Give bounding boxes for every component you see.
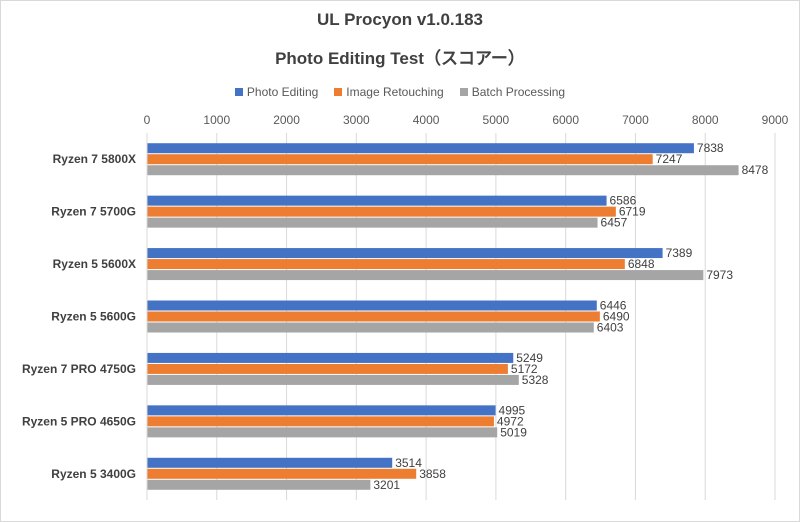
bar xyxy=(147,374,519,385)
data-label: 5019 xyxy=(500,425,527,439)
bar xyxy=(147,206,616,217)
chart-title: UL Procyon v1.0.183 xyxy=(317,10,483,29)
x-tick-label: 3000 xyxy=(343,113,370,127)
category-label: Ryzen 5 5600X xyxy=(53,257,136,271)
data-label: 6848 xyxy=(628,257,655,271)
x-tick-label: 2000 xyxy=(273,113,300,127)
bar xyxy=(147,195,607,206)
chart-subtitle: Photo Editing Test（スコアー） xyxy=(275,49,525,68)
data-label: 6719 xyxy=(619,205,646,219)
bar xyxy=(147,416,494,427)
bar xyxy=(147,479,371,490)
legend-swatch-photo-editing xyxy=(234,88,243,96)
legend-swatch-batch-processing xyxy=(459,88,468,96)
x-tick-label: 5000 xyxy=(483,113,510,127)
x-tick-label: 7000 xyxy=(622,113,649,127)
data-label: 3201 xyxy=(373,478,400,492)
data-label: 7838 xyxy=(697,141,724,155)
data-label: 6586 xyxy=(610,194,637,208)
x-tick-label: 8000 xyxy=(692,113,719,127)
chart-legend: Photo Editing Image Retouching Batch Pro… xyxy=(0,85,800,99)
bar xyxy=(147,248,663,259)
legend-item-image-retouching: Image Retouching xyxy=(334,85,444,99)
bar xyxy=(147,427,498,438)
category-label: Ryzen 7 5800X xyxy=(53,152,136,166)
legend-item-batch-processing: Batch Processing xyxy=(459,85,566,99)
data-label: 8478 xyxy=(742,163,769,177)
bar xyxy=(147,363,508,374)
data-label: 6457 xyxy=(601,216,628,230)
category-label: Ryzen 5 3400G xyxy=(51,467,136,481)
x-tick-label: 4000 xyxy=(413,113,440,127)
data-label: 7389 xyxy=(666,246,693,260)
data-label: 5172 xyxy=(511,362,538,376)
data-label: 3858 xyxy=(419,467,446,481)
data-label: 5328 xyxy=(522,373,549,387)
bar xyxy=(147,322,594,333)
x-tick-label: 6000 xyxy=(552,113,579,127)
legend-label-image-retouching: Image Retouching xyxy=(346,85,444,99)
data-label: 7247 xyxy=(656,152,683,166)
bar xyxy=(147,165,739,176)
bar xyxy=(147,270,704,281)
legend-item-photo-editing: Photo Editing xyxy=(234,85,319,99)
legend-label-photo-editing: Photo Editing xyxy=(246,85,319,99)
category-label: Ryzen 5 5600G xyxy=(51,310,136,324)
bar xyxy=(147,468,417,479)
category-label: Ryzen 7 5700G xyxy=(51,205,136,219)
x-tick-label: 1000 xyxy=(203,113,230,127)
bar xyxy=(147,143,694,154)
data-label: 7973 xyxy=(706,268,733,282)
data-label: 6403 xyxy=(597,321,624,335)
x-tick-label: 9000 xyxy=(762,113,789,127)
bar xyxy=(147,405,496,416)
data-label: 6446 xyxy=(600,299,627,313)
data-label: 4972 xyxy=(497,414,524,428)
legend-swatch-image-retouching xyxy=(334,88,343,96)
data-label: 5249 xyxy=(516,351,543,365)
data-label: 6490 xyxy=(603,310,630,324)
bar xyxy=(147,311,600,322)
data-label: 4995 xyxy=(499,403,526,417)
data-label: 3514 xyxy=(395,456,422,470)
bar xyxy=(147,217,598,228)
category-label: Ryzen 5 PRO 4650G xyxy=(22,414,136,428)
bar xyxy=(147,154,653,165)
legend-label-batch-processing: Batch Processing xyxy=(471,85,566,99)
bar xyxy=(147,259,625,270)
x-tick-label: 0 xyxy=(144,113,151,127)
category-label: Ryzen 7 PRO 4750G xyxy=(22,362,136,376)
bar xyxy=(147,300,597,311)
bar xyxy=(147,457,393,468)
bar xyxy=(147,352,514,363)
